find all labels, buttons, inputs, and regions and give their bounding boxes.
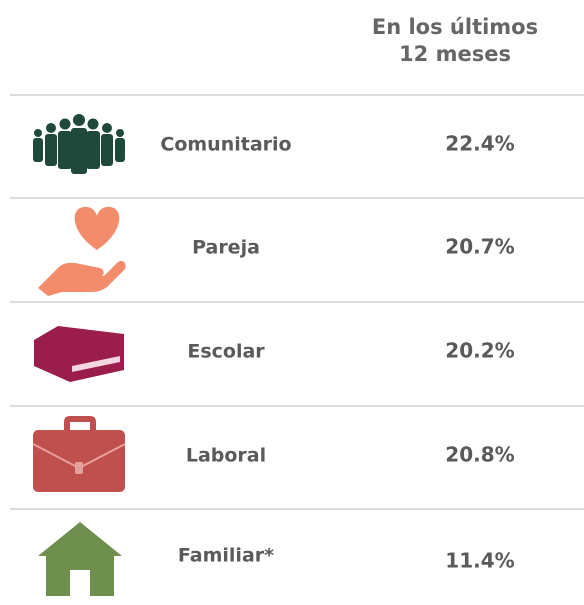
header-line: 12 meses [399,42,511,66]
couple-icon [38,206,126,296]
work-icon [32,416,126,492]
row-value: 11.4% [445,549,514,573]
row-label: Familiar* [178,545,274,567]
row-label: Laboral [186,445,266,467]
community-icon [33,114,125,174]
row-label: Escolar [187,341,265,363]
family-icon [38,522,122,596]
row-value: 20.7% [445,235,514,259]
row-value: 20.2% [445,339,514,363]
row-value: 20.8% [445,443,514,467]
row-value: 22.4% [445,132,514,156]
header-line: En los últimos [372,15,538,39]
row-label: Comunitario [160,134,291,156]
row-label: Pareja [192,237,260,259]
school-icon [34,326,124,382]
